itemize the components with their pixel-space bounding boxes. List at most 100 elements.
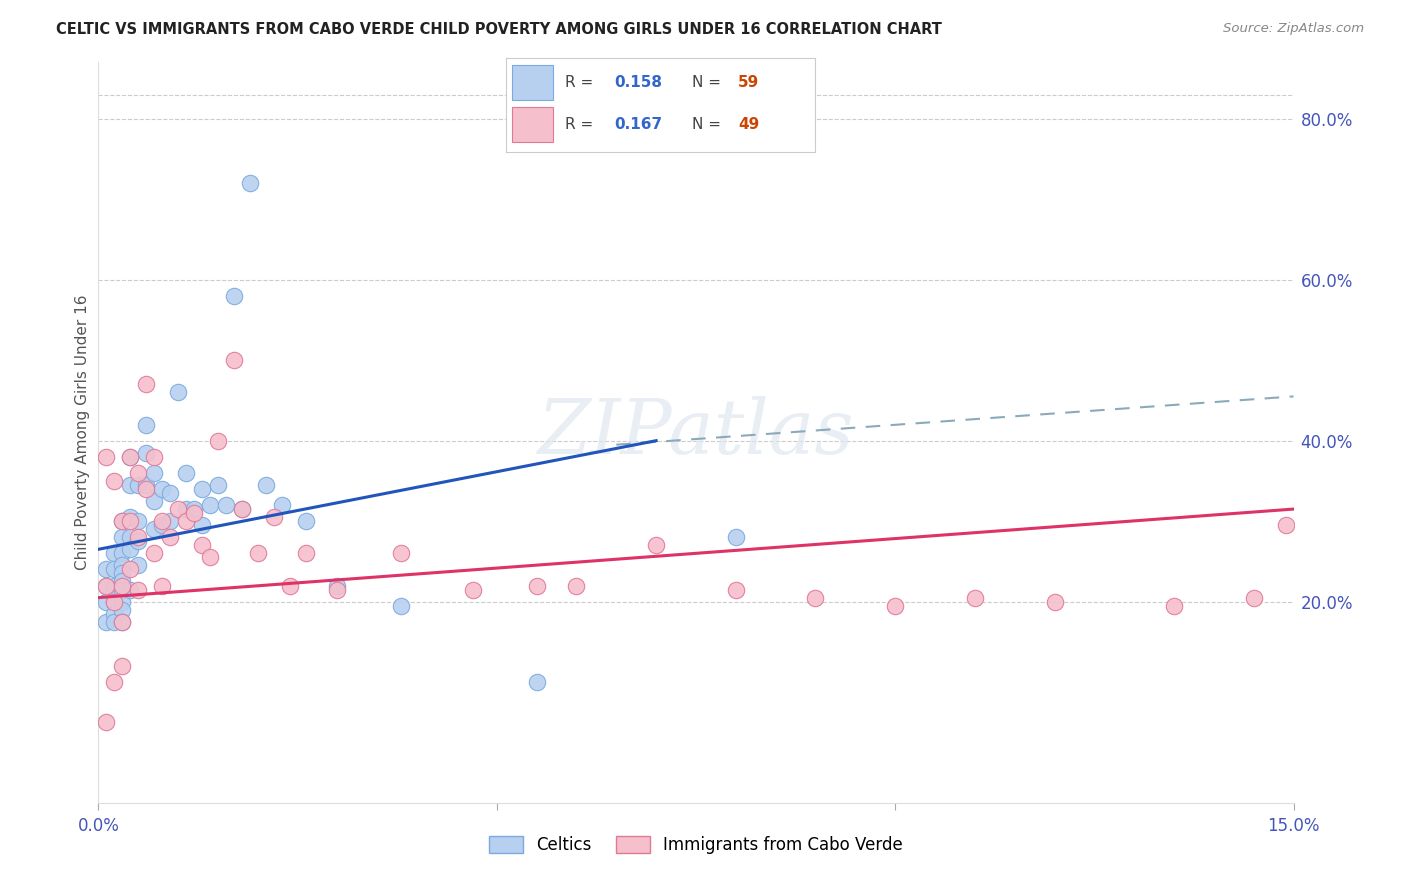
Point	[159, 486, 181, 500]
Point	[103, 607, 125, 621]
Point	[724, 530, 747, 544]
Point	[150, 514, 173, 528]
Text: CELTIC VS IMMIGRANTS FROM CABO VERDE CHILD POVERTY AMONG GIRLS UNDER 16 CORRELAT: CELTIC VS IMMIGRANTS FROM CABO VERDE CHI…	[56, 22, 942, 37]
Point	[884, 599, 907, 613]
Point	[246, 546, 269, 560]
Point	[111, 558, 134, 573]
Point	[222, 353, 245, 368]
Text: 0.167: 0.167	[614, 117, 662, 132]
Point	[103, 594, 125, 608]
Point	[167, 502, 190, 516]
Point	[120, 478, 142, 492]
Point	[1243, 591, 1265, 605]
Point	[120, 450, 142, 464]
Point	[103, 474, 125, 488]
Point	[174, 502, 197, 516]
Point	[150, 518, 173, 533]
Point	[167, 385, 190, 400]
Point	[111, 546, 134, 560]
Point	[183, 506, 205, 520]
Point	[96, 715, 118, 730]
Point	[183, 502, 205, 516]
Point	[120, 542, 142, 557]
Legend: Celtics, Immigrants from Cabo Verde: Celtics, Immigrants from Cabo Verde	[482, 830, 910, 861]
Point	[135, 446, 157, 460]
Point	[111, 594, 134, 608]
Point	[96, 578, 118, 592]
Point	[191, 538, 214, 552]
Point	[150, 482, 173, 496]
Point	[120, 582, 142, 597]
Point	[111, 574, 134, 589]
Point	[127, 530, 149, 544]
Point	[103, 594, 125, 608]
Point	[103, 615, 125, 629]
Point	[103, 562, 125, 576]
Point	[263, 510, 285, 524]
Point	[294, 514, 316, 528]
Point	[191, 518, 214, 533]
Point	[294, 546, 316, 560]
Point	[111, 566, 134, 581]
Point	[103, 578, 125, 592]
Y-axis label: Child Poverty Among Girls Under 16: Child Poverty Among Girls Under 16	[75, 295, 90, 570]
Point	[127, 478, 149, 492]
Point	[645, 538, 668, 552]
Point	[143, 522, 166, 536]
Point	[565, 578, 588, 592]
Text: N =: N =	[692, 117, 725, 132]
Point	[127, 558, 149, 573]
Text: ZIPatlas: ZIPatlas	[537, 396, 855, 469]
Point	[150, 578, 173, 592]
Point	[326, 578, 349, 592]
Point	[461, 582, 484, 597]
Point	[96, 578, 118, 592]
Point	[96, 562, 118, 576]
Point	[127, 582, 149, 597]
Point	[127, 534, 149, 549]
Point	[120, 562, 142, 576]
Point	[111, 582, 134, 597]
Text: R =: R =	[565, 75, 598, 90]
Point	[127, 466, 149, 480]
Text: R =: R =	[565, 117, 598, 132]
Text: N =: N =	[692, 75, 725, 90]
Point	[1274, 518, 1296, 533]
Point	[143, 494, 166, 508]
Point	[111, 615, 134, 629]
Point	[103, 546, 125, 560]
Point	[724, 582, 747, 597]
Point	[120, 514, 142, 528]
FancyBboxPatch shape	[512, 64, 553, 100]
Point	[111, 578, 134, 592]
Point	[135, 377, 157, 392]
Point	[207, 478, 229, 492]
Point	[389, 599, 412, 613]
Point	[804, 591, 827, 605]
Point	[143, 466, 166, 480]
Point	[526, 578, 548, 592]
Point	[127, 514, 149, 528]
Point	[389, 546, 412, 560]
Point	[103, 675, 125, 690]
Point	[231, 502, 253, 516]
Point	[239, 176, 262, 190]
FancyBboxPatch shape	[512, 107, 553, 142]
Point	[222, 289, 245, 303]
Point	[135, 417, 157, 432]
Text: 49: 49	[738, 117, 759, 132]
Point	[120, 530, 142, 544]
Point	[135, 478, 157, 492]
Point	[231, 502, 253, 516]
Point	[326, 582, 349, 597]
Point	[143, 450, 166, 464]
Point	[270, 498, 292, 512]
Point	[198, 498, 221, 512]
Point	[174, 466, 197, 480]
Point	[96, 450, 118, 464]
Point	[207, 434, 229, 448]
Point	[111, 514, 134, 528]
Point	[254, 478, 277, 492]
Text: 59: 59	[738, 75, 759, 90]
Point	[215, 498, 238, 512]
